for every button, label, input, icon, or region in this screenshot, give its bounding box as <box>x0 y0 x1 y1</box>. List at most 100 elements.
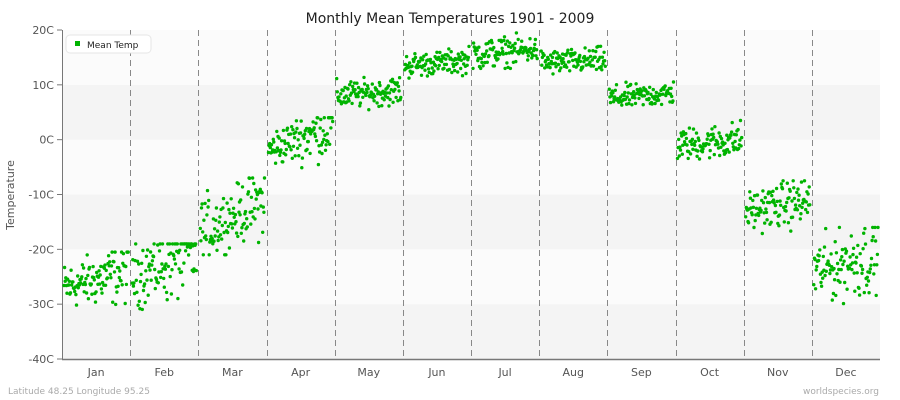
data-point <box>866 279 871 283</box>
data-point <box>559 66 563 70</box>
data-point <box>373 94 377 99</box>
data-point <box>304 126 309 131</box>
data-point <box>306 139 310 144</box>
data-point <box>386 95 390 100</box>
data-point <box>694 131 699 135</box>
data-point <box>738 138 742 142</box>
data-point <box>854 261 858 265</box>
data-point <box>598 55 602 59</box>
data-point <box>134 242 138 246</box>
data-point <box>170 268 174 272</box>
chart-title: Monthly Mean Temperatures 1901 - 2009 <box>306 11 595 27</box>
data-point <box>471 66 475 71</box>
data-point <box>744 215 748 219</box>
data-point <box>671 80 676 84</box>
data-point <box>808 203 812 207</box>
footer-source: worldspecies.org <box>803 387 879 397</box>
data-point <box>418 59 422 63</box>
data-point <box>323 148 328 152</box>
data-point <box>832 278 837 282</box>
data-point <box>73 289 77 294</box>
data-point <box>362 75 366 80</box>
data-point <box>785 200 789 205</box>
y-tick-label: 10C <box>32 79 54 92</box>
data-point <box>832 266 836 271</box>
data-point <box>700 150 705 154</box>
data-point <box>295 146 300 150</box>
data-point <box>868 270 872 275</box>
data-point <box>86 297 91 301</box>
data-point <box>294 119 299 123</box>
data-point <box>474 52 478 56</box>
data-point <box>100 280 105 285</box>
data-point <box>337 95 341 99</box>
data-point <box>419 73 424 78</box>
data-point <box>205 213 209 217</box>
data-point <box>358 104 362 108</box>
data-point <box>365 90 369 95</box>
data-point <box>236 234 240 239</box>
data-point <box>296 138 300 142</box>
data-point <box>603 64 607 69</box>
data-point <box>528 37 532 41</box>
data-point <box>80 263 85 267</box>
data-point <box>212 239 216 243</box>
data-point <box>630 103 634 107</box>
data-point <box>863 242 868 246</box>
data-point <box>837 225 842 230</box>
data-point <box>712 135 716 140</box>
data-point <box>641 103 645 107</box>
data-point <box>149 278 153 282</box>
data-point <box>245 225 249 229</box>
data-point <box>566 48 570 52</box>
data-point <box>826 259 830 263</box>
data-point <box>870 238 874 243</box>
data-point <box>415 63 419 67</box>
data-point <box>848 255 852 259</box>
data-point <box>204 234 208 238</box>
data-point <box>218 233 223 237</box>
data-point <box>678 148 683 152</box>
data-point <box>569 47 574 52</box>
data-point <box>774 210 778 214</box>
data-point <box>123 301 127 306</box>
data-point <box>163 267 168 271</box>
data-point <box>386 84 391 88</box>
y-tick-label: 20C <box>32 24 54 37</box>
data-point <box>295 126 299 131</box>
data-point <box>753 218 757 223</box>
data-point <box>719 145 723 149</box>
data-point <box>182 261 186 265</box>
data-point <box>623 97 628 102</box>
data-point <box>188 245 193 250</box>
data-point <box>804 200 808 204</box>
data-point <box>351 84 355 89</box>
data-point <box>126 250 130 254</box>
data-point <box>796 198 801 202</box>
data-point <box>637 96 641 101</box>
data-point <box>874 293 878 298</box>
data-point <box>220 223 224 228</box>
data-point <box>111 300 115 304</box>
data-point <box>477 45 481 49</box>
data-point <box>775 199 779 204</box>
data-point <box>284 153 288 157</box>
data-point <box>760 231 764 236</box>
data-point <box>502 38 506 43</box>
data-point <box>675 156 680 161</box>
data-point <box>760 198 764 203</box>
data-point <box>112 270 117 274</box>
data-point <box>131 284 136 288</box>
data-point <box>275 146 280 150</box>
data-point <box>305 147 309 152</box>
data-point <box>124 264 128 269</box>
data-point <box>508 66 513 71</box>
data-point <box>191 269 196 274</box>
data-point <box>366 87 370 91</box>
data-point <box>790 215 795 219</box>
data-point <box>245 217 249 221</box>
data-point <box>112 260 116 264</box>
data-point <box>97 269 101 273</box>
data-point <box>716 142 720 146</box>
data-point <box>247 176 252 180</box>
